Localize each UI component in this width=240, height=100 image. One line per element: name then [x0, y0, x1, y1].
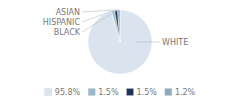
- slice-label: ASIAN: [56, 8, 80, 17]
- slice-label: BLACK: [54, 28, 81, 37]
- legend-swatch: [127, 89, 134, 96]
- pie-slice: [118, 10, 120, 42]
- legend-label: 95.8%: [55, 88, 81, 97]
- legend-item: 1.5%: [88, 88, 119, 97]
- leader-line: [82, 9, 119, 32]
- legend-item: 1.2%: [165, 88, 196, 97]
- legend-swatch: [88, 89, 95, 96]
- legend-item: 1.5%: [127, 88, 158, 97]
- leader-line: [136, 42, 160, 43]
- chart: WHITE ASIANHISPANICBLACK 95.8% 1.5% 1.5% 1.2%: [0, 0, 240, 100]
- labels: WHITE ASIANHISPANICBLACK: [43, 8, 188, 47]
- pie-slice: [115, 10, 120, 42]
- legend-label: 1.5%: [137, 88, 158, 97]
- pie-slice: [112, 10, 120, 42]
- legend-label: 1.5%: [98, 88, 119, 97]
- legend-swatch: [45, 89, 52, 96]
- leader-line: [82, 10, 116, 22]
- leader-line: [82, 10, 113, 12]
- legend: 95.8% 1.5% 1.5% 1.2%: [45, 88, 196, 97]
- slice-label: WHITE: [162, 38, 188, 47]
- slice-label: HISPANIC: [43, 18, 81, 27]
- legend-item: 95.8%: [45, 88, 81, 97]
- legend-label: 1.2%: [175, 88, 196, 97]
- legend-swatch: [165, 89, 172, 96]
